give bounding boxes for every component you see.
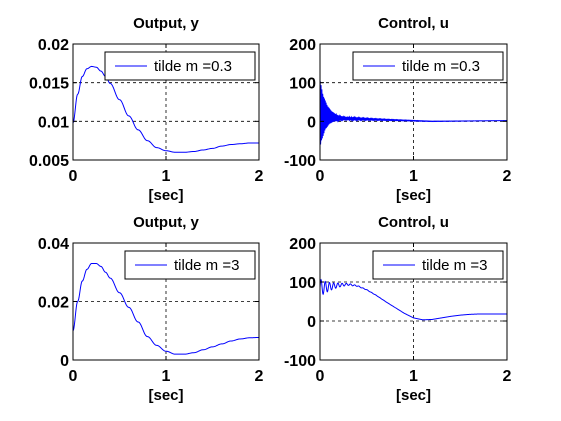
y-tick-label: 0: [307, 314, 316, 331]
y-tick-label: 0.02: [38, 37, 69, 54]
y-tick-label: 0.01: [38, 114, 69, 131]
x-tick-label: 2: [255, 168, 264, 185]
x-tick-label: 0: [69, 368, 78, 385]
x-tick-label: 0: [316, 168, 325, 185]
series-line: [320, 81, 507, 145]
x-tick-label: 1: [409, 368, 418, 385]
x-tick-label: 2: [503, 368, 512, 385]
y-tick-label: 0.04: [38, 236, 69, 253]
y-tick-label: 200: [289, 236, 316, 253]
legend-label: tilde m =0.3: [154, 58, 232, 75]
chart-panel-1: 0 1 2 0.005 0.01 0.015 0.02 Output, y [sec] tilde…: [29, 15, 264, 204]
x-axis-label: [sec]: [396, 187, 431, 204]
x-tick-label: 1: [162, 168, 171, 185]
y-tick-label: 100: [289, 275, 316, 292]
series-line: [73, 262, 259, 355]
x-tick-label: 0: [316, 368, 325, 385]
y-tick-label: 0.005: [29, 153, 69, 170]
legend-label: tilde m =3: [422, 257, 487, 274]
x-axis-label: [sec]: [396, 387, 431, 404]
series-line: [320, 278, 507, 321]
x-tick-label: 1: [162, 368, 171, 385]
legend-label: tilde m =0.3: [402, 58, 480, 75]
chart-title: Output, y: [133, 15, 199, 32]
y-tick-label: 0.02: [38, 295, 69, 312]
chart-title: Control, u: [378, 214, 449, 231]
chart-panel-3: 0 1 2 0 0.02 0.04 Output, y [sec] tilde m =3: [38, 214, 264, 404]
y-tick-label: 200: [289, 37, 316, 54]
series-line: [73, 65, 259, 153]
legend-label: tilde m =3: [174, 257, 239, 274]
y-tick-label: 0.015: [29, 76, 69, 93]
x-tick-label: 2: [255, 368, 264, 385]
chart-title: Output, y: [133, 214, 199, 231]
y-tick-label: -100: [284, 153, 316, 170]
x-tick-label: 0: [69, 168, 78, 185]
chart-title: Control, u: [378, 15, 449, 32]
y-tick-label: 0: [307, 114, 316, 131]
y-tick-label: -100: [284, 353, 316, 370]
y-tick-label: 0: [60, 353, 69, 370]
y-tick-label: 100: [289, 76, 316, 93]
x-axis-label: [sec]: [148, 387, 183, 404]
x-axis-label: [sec]: [148, 187, 183, 204]
x-tick-label: 2: [503, 168, 512, 185]
x-tick-label: 1: [409, 168, 418, 185]
